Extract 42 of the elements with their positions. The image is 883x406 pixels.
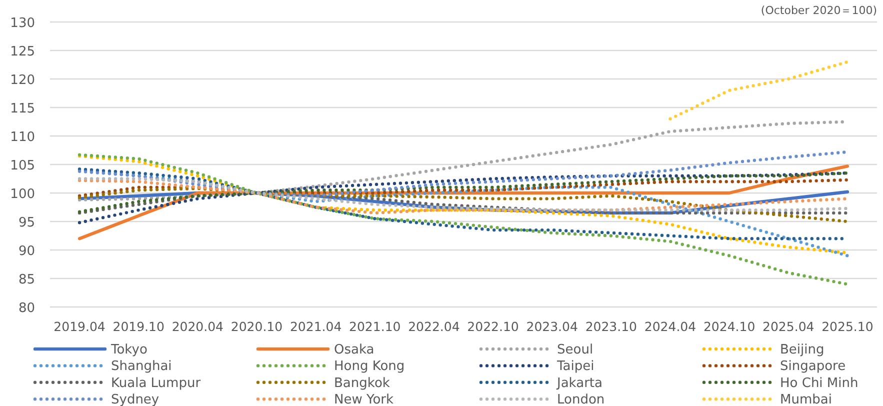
y-tick-label: 115 (10, 102, 35, 116)
legend-label: Hong Kong (334, 359, 405, 374)
x-tick-label: 2020.10 (230, 319, 283, 334)
x-tick-label: 2021.10 (349, 319, 401, 334)
x-tick-label: 2019.04 (54, 319, 106, 334)
x-tick-label: 2023.10 (585, 319, 638, 334)
y-tick-label: 80 (18, 301, 35, 316)
y-tick-label: 130 (10, 16, 35, 31)
x-tick-label: 2020.04 (172, 319, 224, 334)
x-tick-label: 2021.04 (290, 319, 342, 334)
y-tick-label: 100 (10, 187, 35, 202)
legend-label: Taipei (556, 359, 594, 374)
legend-label: Tokyo (110, 342, 148, 358)
legend-label: Mumbai (780, 392, 832, 406)
y-tick-label: 105 (10, 158, 35, 174)
y-tick-label: 110 (10, 130, 35, 145)
y-tick-label: 85 (18, 272, 35, 288)
y-tick-label: 125 (10, 44, 35, 60)
legend-label: Bangkok (334, 376, 390, 391)
legend-label: London (557, 392, 605, 406)
x-tick-label: 2023.04 (526, 319, 578, 334)
x-tick-label: 2024.10 (703, 319, 756, 334)
y-tick-label: 120 (10, 73, 35, 88)
text: (October 2020＝100) (760, 4, 877, 17)
legend-label: Osaka (334, 342, 374, 358)
legend-label: Beijing (780, 342, 824, 358)
y-tick-label: 90 (18, 244, 35, 259)
x-tick-label: 2022.10 (467, 319, 519, 334)
legend-label: Ho Chi Minh (780, 376, 858, 391)
legend-label: Seoul (557, 342, 594, 358)
x-tick-label: 2025.10 (822, 319, 874, 334)
legend-label: New York (334, 392, 394, 406)
legend-label: Sydney (111, 392, 160, 406)
x-tick-label: 2019.10 (112, 319, 164, 334)
legend-label: Singapore (780, 359, 846, 374)
y-tick-label: 95 (18, 216, 35, 230)
legend-label: Kuala Lumpur (111, 376, 202, 391)
x-tick-label: 2022.04 (408, 319, 460, 334)
x-tick-label: 2025.04 (762, 319, 814, 334)
legend-label: Shanghai (111, 359, 172, 374)
legend-label: Jakarta (556, 376, 602, 391)
x-tick-label: 2024.04 (644, 319, 696, 334)
